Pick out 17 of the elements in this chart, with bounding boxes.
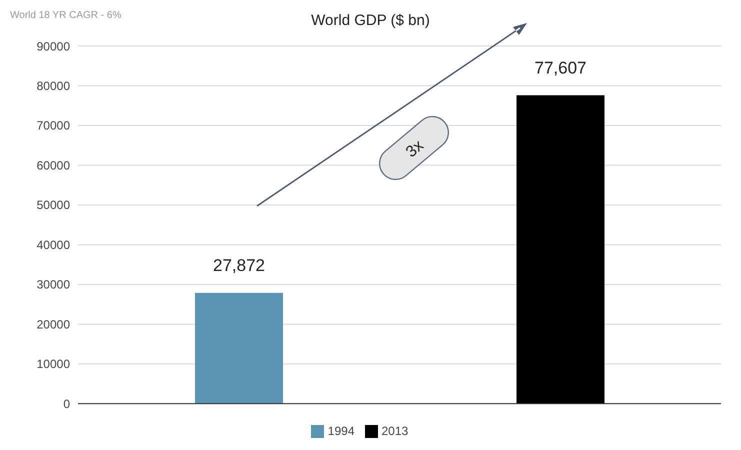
data-label: 77,607 [534, 58, 586, 78]
y-tick-label: 60000 [36, 158, 70, 172]
y-tick-label: 20000 [36, 317, 70, 332]
chart-subtitle: World 18 YR CAGR - 6% [10, 10, 122, 21]
legend-label: 1994 [328, 424, 354, 438]
chart-title: World GDP ($ bn) [311, 12, 430, 29]
y-tick-label: 40000 [36, 238, 70, 252]
y-tick-label: 90000 [36, 39, 70, 54]
annotation: 3x [403, 137, 427, 162]
y-tick-label: 30000 [36, 278, 70, 292]
y-tick-label: 80000 [36, 79, 70, 93]
y-tick-label: 70000 [36, 118, 70, 133]
data-label: 27,872 [213, 256, 265, 275]
y-tick-label: 50000 [36, 198, 70, 212]
y-tick-label: 0 [63, 396, 70, 411]
y-tick-label: 10000 [36, 357, 70, 372]
legend-label: 2013 [382, 424, 408, 438]
